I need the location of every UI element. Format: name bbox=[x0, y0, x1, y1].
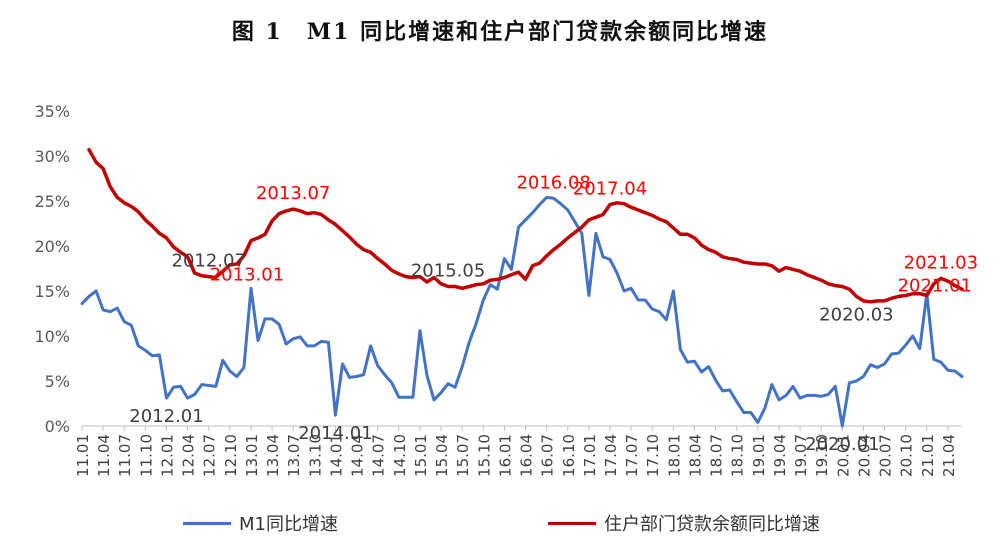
x-tick-label: 21.01 bbox=[919, 434, 937, 477]
annotation-label: 2013.01 bbox=[210, 264, 284, 285]
y-tick-label: 20% bbox=[34, 237, 70, 256]
series-line-household-loans bbox=[87, 147, 964, 304]
legend-item-m1: M1同比增速 bbox=[183, 511, 338, 535]
x-tick-label: 13.10 bbox=[306, 434, 324, 477]
annotation-label: 2012.07 bbox=[172, 251, 246, 272]
x-tick-label: 20.04 bbox=[855, 434, 873, 477]
y-tick-label: 10% bbox=[34, 327, 70, 346]
chart-title: 图 1 M1 同比增速和住户部门贷款余额同比增速 bbox=[231, 19, 769, 45]
x-tick-label: 16.01 bbox=[496, 434, 514, 477]
series-line-m1 bbox=[80, 195, 964, 428]
x-tick-label: 21.04 bbox=[940, 434, 958, 477]
x-tick-label: 12.04 bbox=[180, 434, 198, 477]
annotation-label: 2013.07 bbox=[256, 183, 330, 204]
x-tick-label: 14.07 bbox=[370, 434, 388, 477]
annotation-label: 2016.08 bbox=[516, 172, 590, 193]
x-tick-label: 13.07 bbox=[285, 434, 303, 477]
x-tick-label: 18.01 bbox=[665, 434, 683, 477]
annotation-label: 2021.03 bbox=[904, 252, 978, 273]
x-tick-label: 12.01 bbox=[158, 434, 176, 477]
y-tick-label: 30% bbox=[34, 147, 70, 166]
x-tick-label: 18.04 bbox=[686, 434, 704, 477]
x-tick-label: 20.07 bbox=[877, 434, 895, 477]
x-tick-label: 11.07 bbox=[116, 434, 134, 477]
x-tick-label: 13.04 bbox=[264, 434, 282, 477]
legend-swatch-household-loans bbox=[548, 521, 596, 525]
x-tick-label: 20.10 bbox=[898, 434, 916, 477]
annotation-label: 2014.01 bbox=[298, 423, 372, 444]
x-tick-label: 12.07 bbox=[201, 434, 219, 477]
x-tick-label: 11.10 bbox=[137, 434, 155, 477]
x-tick-label: 17.07 bbox=[623, 434, 641, 477]
annotation-label: 2015.05 bbox=[411, 261, 485, 282]
x-tick-label: 19.07 bbox=[792, 434, 810, 477]
annotation-label: 2021.01 bbox=[898, 276, 972, 297]
legend-item-household-loans: 住户部门贷款余额同比增速 bbox=[548, 511, 820, 535]
x-tick-label: 19.01 bbox=[750, 434, 768, 477]
x-tick-label: 17.04 bbox=[602, 434, 620, 477]
x-tick-label: 15.07 bbox=[454, 434, 472, 477]
annotation-label: 2012.01 bbox=[129, 406, 203, 427]
x-tick-label: 12.10 bbox=[222, 434, 240, 477]
x-tick-label: 15.10 bbox=[475, 434, 493, 477]
x-tick-label: 14.04 bbox=[349, 434, 367, 477]
legend-label-m1: M1同比增速 bbox=[239, 514, 338, 535]
x-tick-label: 17.10 bbox=[644, 434, 662, 477]
y-tick-label: 25% bbox=[34, 192, 70, 211]
y-tick-label: 15% bbox=[34, 282, 70, 301]
x-tick-label: 11.04 bbox=[95, 434, 113, 477]
annotation-label: 2020.01 bbox=[805, 434, 879, 455]
y-tick-label: 0% bbox=[45, 417, 70, 436]
x-tick-label: 16.07 bbox=[539, 434, 557, 477]
annotation-label: 2020.03 bbox=[819, 304, 893, 325]
x-tick-label: 14.10 bbox=[391, 434, 409, 477]
annotation-label: 2017.04 bbox=[573, 179, 647, 200]
x-tick-label: 19.10 bbox=[813, 434, 831, 477]
x-tick-label: 16.04 bbox=[518, 434, 536, 477]
x-tick-label: 14.01 bbox=[327, 434, 345, 477]
x-tick-label: 19.04 bbox=[771, 434, 789, 477]
legend-swatch-m1 bbox=[183, 521, 231, 525]
x-tick-label: 13.01 bbox=[243, 434, 261, 477]
x-tick-label: 17.01 bbox=[581, 434, 599, 477]
x-tick-label: 18.10 bbox=[729, 434, 747, 477]
x-tick-label: 15.01 bbox=[412, 434, 430, 477]
x-tick-label: 11.01 bbox=[74, 434, 92, 477]
x-tick-label: 20.01 bbox=[834, 434, 852, 477]
x-tick-label: 15.04 bbox=[433, 434, 451, 477]
x-tick-label: 18.07 bbox=[708, 434, 726, 477]
legend-label-household-loans: 住户部门贷款余额同比增速 bbox=[604, 514, 820, 535]
y-tick-label: 5% bbox=[45, 372, 70, 391]
y-tick-label: 35% bbox=[34, 102, 70, 121]
x-tick-label: 16.10 bbox=[560, 434, 578, 477]
